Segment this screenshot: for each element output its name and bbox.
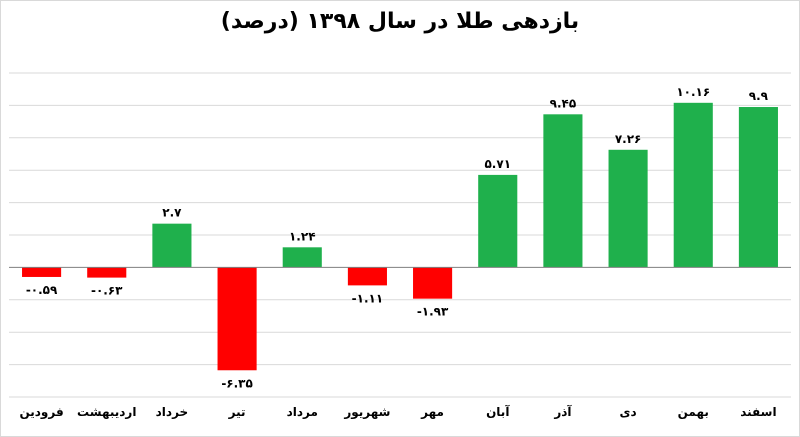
category-label: بهمن xyxy=(678,405,709,419)
category-label: اسفند xyxy=(740,405,776,419)
category-label: آبان xyxy=(486,404,510,419)
bar xyxy=(282,247,322,268)
bar xyxy=(738,107,778,268)
category-label: شهریور xyxy=(343,405,390,420)
data-label: ۵.۷۱ xyxy=(484,157,511,171)
data-label: -۱.۱۱ xyxy=(352,291,384,305)
bar xyxy=(543,114,583,268)
bar xyxy=(347,267,387,286)
bar xyxy=(413,267,453,299)
data-label: ۱.۲۴ xyxy=(289,229,316,243)
data-label: ۲.۷ xyxy=(162,206,182,220)
data-labels: -۰.۵۹ -۰.۶۳ ۲.۷ -۶.۳۵ ۱.۲۴ -۱.۱۱ -۱.۹۳ ۵.۷۱ ۹.۴۵… xyxy=(26,85,769,390)
bar xyxy=(608,149,648,268)
bar xyxy=(217,267,257,371)
data-label: ۷.۲۶ xyxy=(615,132,642,146)
bar xyxy=(673,102,713,268)
category-label: دی xyxy=(620,405,637,419)
bar xyxy=(22,267,62,277)
data-label: -۰.۵۹ xyxy=(26,283,58,297)
bar xyxy=(478,174,518,268)
bar xyxy=(152,223,192,268)
data-label: -۶.۳۵ xyxy=(221,376,253,390)
category-label: مهر xyxy=(420,405,444,419)
category-label: خرداد xyxy=(156,405,189,419)
category-label: مرداد xyxy=(287,405,318,419)
category-label: آذر xyxy=(553,404,572,419)
category-label: تیر xyxy=(228,405,246,419)
bars xyxy=(22,102,778,371)
data-label: -۱.۹۳ xyxy=(417,305,449,319)
bar xyxy=(87,267,127,278)
category-label: فرودین xyxy=(19,405,63,420)
category-labels: فرودین اردیبهشت خرداد تیر مرداد شهریور مهر آبان… xyxy=(19,404,776,420)
data-label: ۹.۴۵ xyxy=(550,96,577,110)
chart-title: بازدهی طلا در سال ۱۳۹۸ (درصد) xyxy=(220,9,580,34)
data-label: -۰.۶۳ xyxy=(91,284,123,298)
gridlines xyxy=(9,72,791,398)
data-label: ۹.۹ xyxy=(749,89,769,103)
category-label: اردیبهشت xyxy=(77,405,136,419)
data-label: ۱۰.۱۶ xyxy=(676,85,710,99)
